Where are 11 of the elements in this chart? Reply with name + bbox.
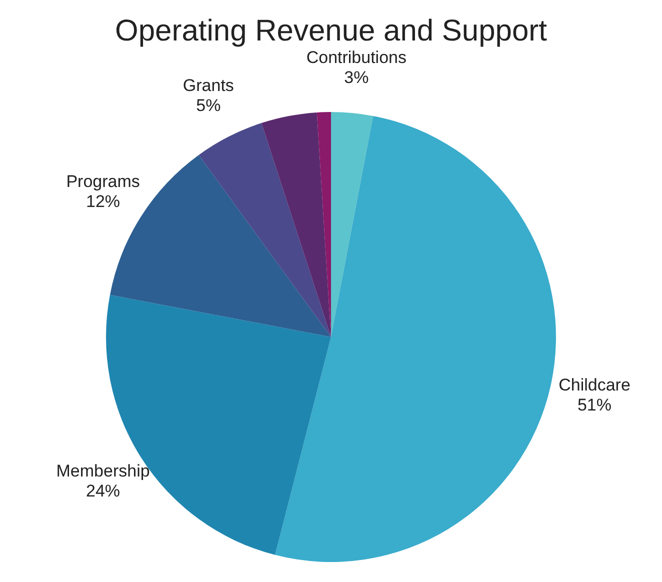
data-label: 12% [86,192,120,212]
slice-label: Childcare [558,376,630,395]
slice-label: Membership [56,461,150,480]
chart-title: Operating Revenue and Support [115,14,548,48]
slice-label: Contributions [306,48,406,67]
data-label: 24% [86,481,120,500]
data-label: 5% [196,96,221,116]
data-label: 3% [344,68,369,87]
slice-label: Programs [66,172,140,192]
slice-label: Grants [182,76,234,96]
data-label: 51% [577,396,612,415]
